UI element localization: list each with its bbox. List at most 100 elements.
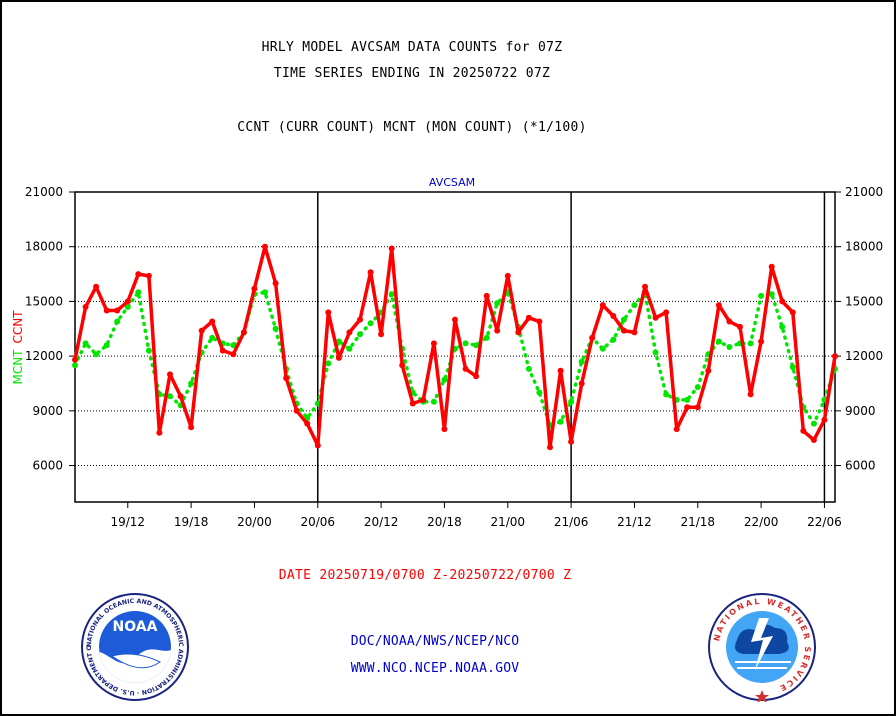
ccnt-point: [72, 356, 78, 363]
mcnt-point: [114, 318, 121, 325]
mcnt-point: [103, 342, 110, 349]
ccnt-point: [283, 375, 290, 381]
y-tick-label-right: 18000: [845, 240, 883, 254]
x-tick-label: 21/12: [617, 515, 652, 529]
nws-logo: NATIONAL WEATHER SERVICE: [708, 593, 816, 702]
y-tick-label-left: 15000: [25, 294, 63, 308]
x-tick-label: 21/18: [680, 515, 715, 529]
mcnt-point: [663, 391, 670, 398]
mcnt-point: [578, 358, 585, 365]
y-tick-label-right: 12000: [845, 349, 883, 363]
time-series-chart: 6000 6000 9000 9000 12000 12000 15000 15000 1800…: [11, 176, 883, 529]
ccnt-point: [599, 302, 606, 309]
ccnt-point: [821, 416, 828, 423]
mcnt-point: [536, 389, 543, 396]
ccnt-point: [578, 380, 585, 387]
ccnt-point: [715, 302, 722, 309]
chart-title-line-2: TIME SERIES ENDING IN 20250722 07Z: [273, 66, 551, 81]
mcnt-point: [388, 291, 395, 298]
mcnt-point: [167, 393, 173, 400]
ccnt-point: [399, 362, 406, 369]
ccnt-point: [346, 329, 353, 336]
x-tick-label: 20/06: [300, 515, 335, 529]
mcnt-point: [272, 325, 279, 332]
ccnt-point: [93, 283, 100, 290]
mcnt-point: [652, 349, 659, 356]
ccnt-point: [620, 327, 627, 334]
x-tick-label: 21/00: [490, 515, 525, 529]
x-tick-label: 19/18: [174, 515, 209, 529]
ccnt-point: [547, 444, 553, 451]
y-tick-label-left: 21000: [25, 185, 63, 199]
ccnt-point: [367, 269, 374, 276]
x-tick-label: 22/00: [744, 515, 779, 529]
y-tick-label-right: 9000: [845, 404, 876, 418]
ccnt-point: [441, 426, 448, 433]
mcnt-point: [473, 342, 480, 349]
noaa-center-text: NOAA: [113, 619, 158, 635]
ccnt-point: [473, 373, 480, 380]
mcnt-point: [631, 302, 638, 309]
ccnt-point: [219, 347, 226, 354]
ccnt-point: [652, 314, 659, 321]
date-range-label: DATE 20250719/0700 Z-20250722/0700 Z: [278, 568, 572, 583]
ccnt-point: [452, 316, 458, 323]
mcnt-point: [230, 342, 237, 349]
chart-subtitle: CCNT (CURR COUNT) MCNT (MON COUNT) (*1/1…: [237, 120, 587, 135]
noaa-logo: NATIONAL OCEANIC AND ATMOSPHERIC ADMINIS…: [80, 592, 189, 701]
mcnt-point: [441, 376, 448, 383]
ccnt-point: [82, 303, 89, 310]
ccnt-point: [304, 420, 311, 427]
mcnt-point: [694, 384, 701, 391]
ccnt-point: [673, 426, 680, 433]
mcnt-point: [568, 398, 575, 405]
mcnt-point: [810, 420, 817, 427]
y-tick-label-right: 6000: [845, 459, 876, 473]
mcnt-point: [188, 380, 195, 387]
ccnt-point: [631, 329, 638, 336]
mcnt-point: [82, 340, 89, 347]
ccnt-point: [272, 280, 279, 287]
ccnt-point: [768, 263, 775, 270]
ccnt-point: [188, 424, 195, 431]
y-tick-label-left: 6000: [32, 459, 63, 473]
chart-title-line-1: HRLY MODEL AVCSAM DATA COUNTS for 07Z: [261, 40, 563, 55]
mcnt-point: [789, 364, 796, 371]
mcnt-point: [367, 320, 374, 327]
ccnt-point: [314, 442, 321, 449]
ccnt-point: [177, 393, 184, 400]
mcnt-point: [346, 345, 353, 352]
ccnt-point: [525, 314, 532, 321]
mcnt-point: [684, 396, 691, 403]
ccnt-point: [536, 318, 543, 325]
ccnt-point: [726, 318, 733, 325]
ccnt-point: [779, 298, 786, 305]
mcnt-point: [620, 316, 627, 323]
mcnt-point: [262, 289, 268, 296]
y-tick-label-right: 21000: [845, 185, 883, 199]
website-label: WWW.NCO.NCEP.NOAA.GOV: [350, 661, 520, 676]
ccnt-point: [388, 245, 395, 252]
ccnt-point: [789, 309, 796, 316]
x-tick-label: 20/00: [237, 515, 272, 529]
y-axis-label-mcnt: MCNT: [11, 349, 25, 385]
mcnt-point: [599, 345, 606, 352]
ccnt-point: [800, 427, 807, 434]
ccnt-point: [832, 353, 838, 360]
mcnt-point: [779, 323, 786, 330]
mcnt-point: [726, 344, 733, 350]
y-tick-label-left: 9000: [32, 404, 63, 418]
mcnt-point: [145, 347, 152, 354]
mcnt-point: [715, 338, 722, 345]
ccnt-point: [335, 354, 342, 361]
mcnt-point: [747, 340, 754, 347]
mcnt-point: [557, 418, 564, 425]
ccnt-point: [557, 367, 564, 374]
y-tick-label-left: 12000: [25, 349, 63, 363]
mcnt-point: [72, 362, 78, 369]
ccnt-point: [737, 323, 743, 330]
mcnt-point: [758, 292, 765, 299]
org-label: DOC/NOAA/NWS/NCEP/NCO: [350, 634, 520, 649]
mcnt-point: [768, 291, 775, 298]
